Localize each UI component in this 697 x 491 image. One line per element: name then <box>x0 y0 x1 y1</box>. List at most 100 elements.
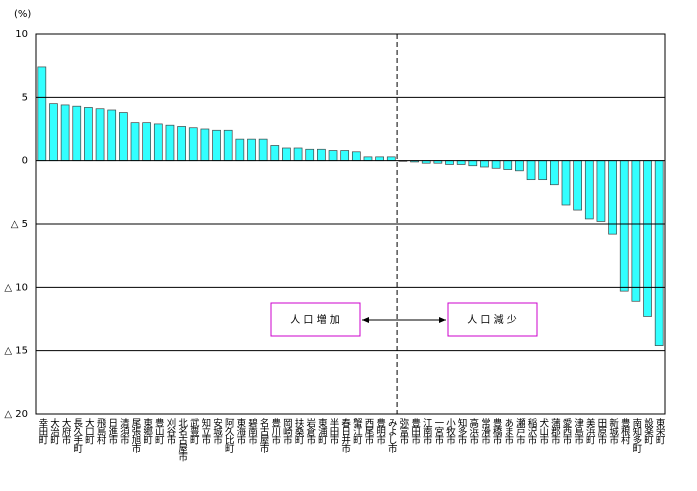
bar <box>340 150 350 162</box>
x-tick-label: 清須市 <box>118 417 130 445</box>
bar <box>515 160 524 172</box>
bar <box>282 147 291 162</box>
x-tick-label: 弥富市 <box>397 417 409 445</box>
bar <box>119 112 128 162</box>
increase-label: 人 口 増 加 <box>290 313 340 326</box>
x-tick-label: 刈谷市 <box>164 417 176 445</box>
bar <box>573 160 582 211</box>
bar <box>305 148 315 162</box>
x-tick-label: 瀬戸市 <box>514 417 526 445</box>
x-tick-label: 豊山町 <box>153 417 165 444</box>
x-tick-label: 東郷町 <box>141 417 153 444</box>
bar <box>386 156 396 162</box>
bar <box>60 104 70 162</box>
x-tick-label: 豊川市 <box>269 417 281 445</box>
x-tick-label: 東海市 <box>234 417 246 445</box>
y-tick-label: 0 <box>22 156 28 167</box>
bar <box>468 160 478 167</box>
bar <box>223 129 233 162</box>
x-tick-label: 津島市 <box>572 418 584 445</box>
bar <box>631 160 641 302</box>
x-tick-label: 豊明市 <box>374 417 386 445</box>
bar <box>375 156 384 162</box>
bar <box>654 160 664 346</box>
bar <box>317 148 326 162</box>
bar <box>445 160 454 165</box>
x-tick-label: 東栄町 <box>654 417 666 444</box>
x-tick-label: 一宮市 <box>432 418 444 445</box>
y-tick-label: 5 <box>22 92 28 103</box>
bar <box>107 109 117 162</box>
x-tick-label: 長久手町 <box>71 418 83 453</box>
x-tick-label: 半田市 <box>328 417 340 445</box>
bar <box>84 107 93 162</box>
bar <box>643 160 652 317</box>
bar <box>142 122 152 162</box>
bar <box>351 151 361 162</box>
bar <box>165 124 175 162</box>
bar <box>561 160 571 206</box>
x-tick-label: 大治町 <box>48 417 60 444</box>
x-tick-label: 江南市 <box>421 418 433 445</box>
x-tick-label: 常滑市 <box>479 417 491 445</box>
bar <box>49 103 58 162</box>
bar <box>619 160 629 292</box>
bar <box>456 160 466 165</box>
y-tick-label: △ 15 <box>4 346 28 357</box>
x-tick-label: 新城市 <box>607 417 619 445</box>
bar <box>247 138 256 162</box>
x-tick-label: 名古屋市 <box>258 417 270 454</box>
x-tick-label: 犬山市 <box>537 417 549 445</box>
bar <box>328 150 338 162</box>
bar <box>491 160 501 169</box>
bar <box>480 160 489 168</box>
x-tick-label: 岡崎市 <box>281 418 293 445</box>
x-tick-label: 蒲郡市 <box>549 417 561 445</box>
y-tick-label: 10 <box>15 29 28 40</box>
bar <box>549 160 559 186</box>
x-tick-label: 西尾市 <box>362 418 374 445</box>
x-tick-label: 大府市 <box>60 417 72 445</box>
bar <box>270 145 280 162</box>
bar <box>212 129 221 162</box>
decrease-label: 人 口 減 少 <box>467 313 517 326</box>
x-tick-label: 扶桑町 <box>293 417 305 444</box>
x-tick-label: 豊橋市 <box>491 417 503 445</box>
bar <box>200 128 210 162</box>
x-tick-label: 碧南市 <box>246 417 258 445</box>
x-tick-label: 美浜町 <box>584 417 596 444</box>
x-tick-label: 東浦町 <box>316 417 328 444</box>
bar <box>293 147 303 162</box>
bar <box>584 160 594 220</box>
x-tick-label: 大口町 <box>83 417 95 444</box>
x-tick-label: 尾張旭市 <box>130 418 142 454</box>
x-tick-label: 高浜市 <box>467 417 479 445</box>
bar <box>503 160 513 170</box>
x-tick-label: 南知多町 <box>630 417 642 453</box>
x-tick-label: 稲沢市 <box>526 417 538 445</box>
bar <box>258 138 268 162</box>
x-tick-label: 飛島村 <box>95 418 107 444</box>
bar <box>608 160 617 235</box>
y-unit: (%) <box>14 9 31 20</box>
bar <box>363 156 373 162</box>
x-tick-label: 田原市 <box>595 418 607 445</box>
bar <box>95 108 105 162</box>
x-tick-label: 北名古屋市 <box>176 418 188 462</box>
x-tick-label: 愛西市 <box>560 417 572 445</box>
x-tick-label: 豊田市 <box>409 417 421 445</box>
x-tick-label: 阿久比町 <box>223 418 235 453</box>
increase-box <box>270 302 361 337</box>
x-tick-label: 岩倉市 <box>304 417 316 445</box>
bar <box>596 160 606 222</box>
x-tick-label: 知多市 <box>456 417 468 445</box>
bar <box>177 126 186 162</box>
x-tick-label: みよし市 <box>386 418 398 454</box>
x-tick-label: 春日井市 <box>339 417 351 454</box>
bar <box>130 122 140 162</box>
x-tick-label: 安城市 <box>211 417 223 445</box>
y-tick-label: △ 10 <box>4 282 28 293</box>
bar <box>188 127 198 162</box>
x-tick-label: 蟹江町 <box>351 417 363 444</box>
bar <box>526 160 536 181</box>
